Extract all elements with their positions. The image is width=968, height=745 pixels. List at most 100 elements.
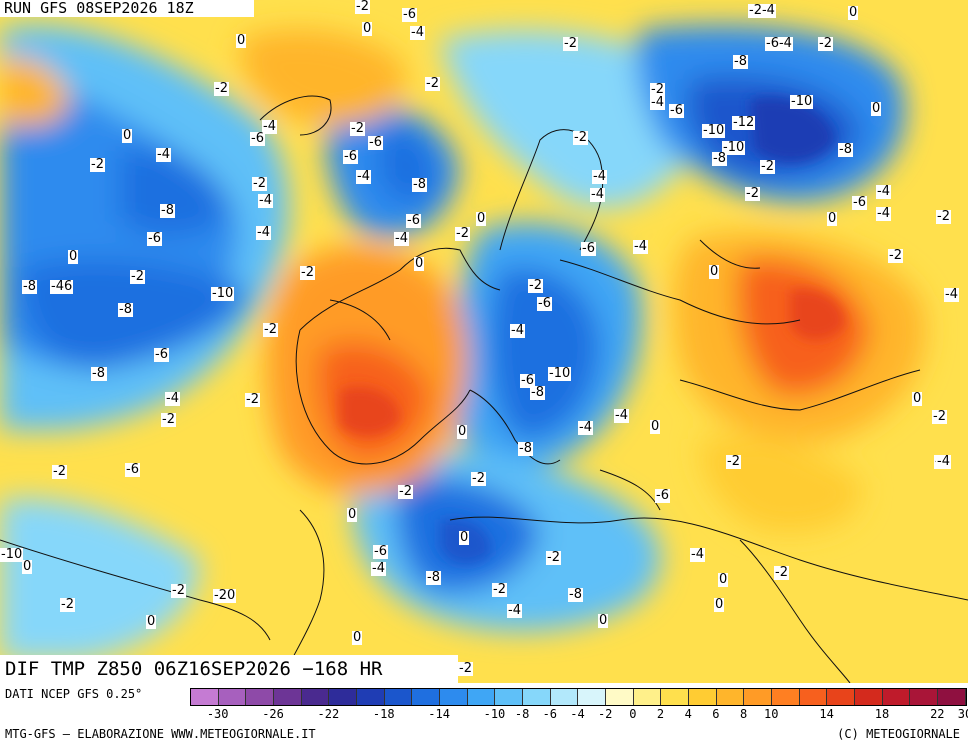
contour-value-label: -4: [633, 239, 648, 254]
contour-value-label: -46: [50, 279, 74, 294]
legend-swatch: [301, 689, 330, 705]
contour-value-label: 0: [146, 614, 157, 629]
legend-swatch: [440, 689, 468, 705]
contour-value-label: -2: [471, 471, 486, 486]
contour-value-label: -8: [712, 151, 727, 166]
contour-value-label: -2: [760, 159, 775, 174]
legend-swatch: [855, 689, 883, 705]
contour-value-label: -12: [732, 115, 756, 130]
legend-tick-label: 0: [629, 707, 637, 721]
legend-swatch: [716, 689, 745, 705]
contour-value-label: -2: [425, 76, 440, 91]
legend-swatch: [329, 689, 358, 705]
contour-value-label: -2: [546, 550, 561, 565]
credit-left: MTG-GFS — ELABORAZIONE WWW.METEOGIORNALE…: [5, 727, 316, 741]
legend-tick-label: 8: [739, 707, 748, 721]
contour-value-label: -4: [258, 193, 273, 208]
legend-swatch: [689, 689, 717, 705]
contour-value-label: 0: [22, 559, 33, 574]
contour-value-label: 0: [476, 211, 487, 226]
contour-value-label: -8: [412, 177, 427, 192]
map-title: DIF TMP Z850 06Z16SEP2026 −168 HR: [0, 655, 458, 683]
contour-value-label: 0: [457, 424, 468, 439]
contour-value-label: -20: [213, 588, 237, 603]
contour-value-label: -2: [350, 121, 365, 136]
contour-value-label: -2: [398, 484, 413, 499]
contour-value-label: 0: [718, 572, 729, 587]
contour-value-label: -4: [256, 225, 271, 240]
contour-value-label: -6: [147, 231, 162, 246]
contour-value-label: -10: [548, 366, 572, 381]
contour-value-label: -2: [52, 464, 67, 479]
credit-right: (C) METEOGIORNALE: [837, 727, 960, 741]
legend-swatch: [744, 689, 773, 705]
legend-swatch: [412, 689, 441, 705]
contour-value-label: -4: [371, 561, 386, 576]
contour-value-label: -10: [0, 547, 24, 562]
contour-value-label: -2: [252, 176, 267, 191]
contour-value-label: -4: [614, 408, 629, 423]
legend-swatch: [384, 689, 413, 705]
contour-value-label: 0: [68, 249, 79, 264]
legend-tick-label: 30: [957, 707, 968, 721]
contour-value-label: -4: [510, 323, 525, 338]
contour-value-label: -6: [852, 195, 867, 210]
contour-value-label: 0: [827, 211, 838, 226]
contour-value-label: 0: [598, 613, 609, 628]
contour-value-label: -2: [214, 81, 229, 96]
legend-swatch: [633, 689, 662, 705]
legend-tick-label: -8: [514, 707, 530, 721]
contour-value-label: -8: [530, 385, 545, 400]
contour-value-label: -2: [455, 226, 470, 241]
contour-value-label: -8: [518, 441, 533, 456]
contour-value-label: -6: [125, 462, 140, 477]
contour-value-label: -6: [655, 488, 670, 503]
contour-value-label: -4: [690, 547, 705, 562]
legend-tick-label: 14: [819, 707, 834, 721]
contour-value-label: 0: [347, 507, 358, 522]
contour-value-label: 0: [236, 33, 247, 48]
legend-swatch: [550, 689, 579, 705]
contour-value-label: -4: [592, 169, 607, 184]
contour-value-label: -6: [581, 241, 596, 256]
contour-value-label: -2: [563, 36, 578, 51]
contour-value-label: 0: [122, 128, 133, 143]
contour-value-label: -4: [936, 454, 951, 469]
contour-value-label: -6: [406, 213, 421, 228]
contour-value-label: -4: [650, 95, 665, 110]
legend-tick-label: -14: [428, 707, 450, 721]
legend-tick-label: 10: [764, 707, 779, 721]
contour-value-label: -4: [165, 391, 180, 406]
contour-value-label: -4: [156, 147, 171, 162]
contour-value-label: -2: [573, 130, 588, 145]
legend-swatch: [882, 689, 911, 705]
contour-value-label: -2: [932, 409, 947, 424]
legend-tick-label: 2: [656, 707, 665, 721]
contour-value-label: 0: [848, 5, 859, 20]
contour-value-label: -4: [944, 287, 959, 302]
contour-value-label: 0: [709, 264, 720, 279]
contour-value-label: -8: [426, 570, 441, 585]
contour-value-label: -4: [356, 169, 371, 184]
legend-swatch: [938, 689, 966, 705]
legend-swatch: [218, 689, 247, 705]
legend-tick-label: 4: [684, 707, 692, 721]
contour-value-label: -10: [722, 140, 746, 155]
legend-tick-label: -30: [206, 707, 229, 721]
contour-value-label: -6-4: [765, 36, 793, 51]
contour-value-label: -2: [818, 36, 833, 51]
contour-value-label: -2: [90, 157, 105, 172]
contour-value-label: -2: [161, 412, 176, 427]
contour-value-label: -6: [154, 347, 169, 362]
legend-swatch: [495, 689, 524, 705]
temperature-anomaly-map: [0, 0, 968, 683]
legend-swatch: [606, 689, 634, 705]
legend-tick-label: 6: [712, 707, 720, 721]
contour-value-label: -6: [373, 544, 388, 559]
contour-value-label: -2: [888, 248, 903, 263]
contour-value-label: -4: [507, 603, 522, 618]
legend-swatch: [523, 689, 551, 705]
contour-value-label: -8: [568, 587, 583, 602]
contour-value-label: -8: [22, 279, 37, 294]
legend-tick-label: -26: [262, 707, 284, 721]
